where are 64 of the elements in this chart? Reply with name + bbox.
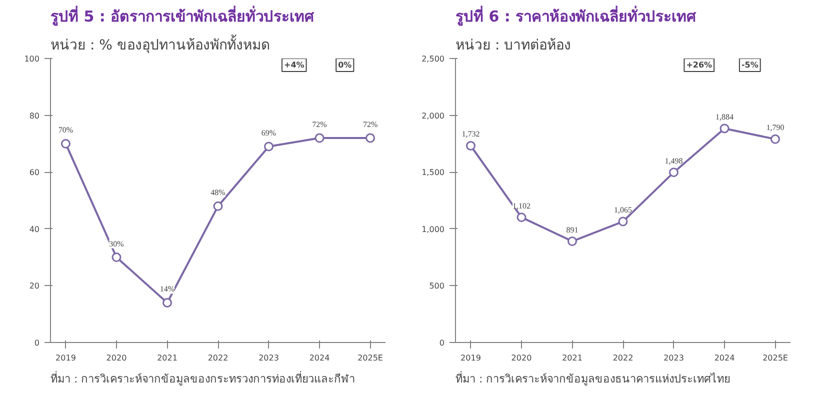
point bbox=[516, 212, 526, 222]
x-tick-label: 2022 bbox=[208, 354, 228, 362]
y-tick-label: 60 bbox=[29, 168, 40, 178]
x-tick-label: 2019 bbox=[56, 354, 76, 362]
x-tick-label: 2022 bbox=[612, 354, 634, 362]
point bbox=[770, 134, 780, 144]
point bbox=[466, 141, 476, 150]
annotation: +26% bbox=[686, 60, 712, 70]
data-label: 30% bbox=[109, 239, 124, 248]
x-tick-label: 2020 bbox=[511, 354, 532, 362]
y-tick-label: 2,000 bbox=[422, 111, 445, 120]
x-tick-label: 2025E bbox=[762, 354, 788, 362]
text: ที่มา : การวิเคราะห์จากข้อมูลของกระทรวงการท่องเที่ยวและกีฬา bbox=[50, 370, 356, 386]
y-tick-label: 1,500 bbox=[422, 168, 445, 178]
point bbox=[314, 133, 324, 143]
y-tick-label: 0 bbox=[34, 338, 40, 348]
y-tick-label: 2,500 bbox=[422, 54, 445, 64]
annotation: 0% bbox=[338, 60, 352, 70]
point bbox=[720, 124, 730, 134]
x-tick-label: 2023 bbox=[258, 354, 279, 362]
y-tick-label: 40 bbox=[29, 224, 40, 234]
data-label: 1,732 bbox=[462, 130, 480, 139]
data-label: 891 bbox=[566, 225, 578, 234]
data-label: 70% bbox=[58, 126, 74, 135]
x-tick-label: 2020 bbox=[106, 354, 127, 362]
chart-subtitle: หน่วย : % ของอุปทานห้องพักทั้งหมด bbox=[50, 34, 270, 54]
annotation: +4% bbox=[284, 60, 304, 70]
point bbox=[112, 252, 122, 262]
x-tick-label: 2019 bbox=[460, 354, 481, 362]
data-label: 1,102 bbox=[512, 201, 530, 210]
x-tick-label: 2021 bbox=[562, 354, 582, 362]
y-tick-label: 20 bbox=[29, 282, 40, 291]
point bbox=[60, 138, 70, 148]
chart-title: รูปที่ 6 : ราคาห้องพักเฉลี่ยทั่วประเทศ bbox=[456, 6, 697, 26]
x-tick-label: 2023 bbox=[664, 354, 684, 362]
data-label: 1,498 bbox=[664, 156, 683, 166]
annotation: -5% bbox=[741, 60, 758, 70]
data-label: 72% bbox=[362, 120, 378, 130]
y-tick-label: 0 bbox=[439, 338, 445, 348]
x-tick-label: 2025E bbox=[358, 354, 383, 362]
data-label: 69% bbox=[261, 128, 276, 138]
point bbox=[162, 298, 172, 308]
y-tick-label: 100 bbox=[24, 54, 40, 64]
point bbox=[366, 133, 376, 143]
point bbox=[618, 216, 628, 226]
point bbox=[213, 201, 223, 211]
x-tick-label: 2021 bbox=[157, 354, 178, 362]
x-tick-label: 2024 bbox=[309, 354, 330, 362]
point bbox=[264, 142, 274, 152]
y-tick-label: 80 bbox=[29, 111, 40, 120]
data-label: 1,790 bbox=[766, 123, 784, 132]
point bbox=[567, 236, 577, 246]
data-label: 48% bbox=[210, 188, 226, 198]
text: ที่มา : การวิเคราะห์จากข้อมูลของธนาคารแห่งประเทศไทย bbox=[456, 370, 730, 386]
y-tick-label: 500 bbox=[429, 282, 445, 291]
chart-subtitle: หน่วย : บาทต่อห้อง bbox=[456, 38, 572, 54]
point bbox=[669, 168, 679, 178]
data-label: 1,884 bbox=[716, 112, 734, 122]
x-tick-label: 2024 bbox=[714, 354, 735, 362]
data-label: 14% bbox=[160, 284, 175, 294]
data-label: 72% bbox=[312, 120, 328, 130]
chart-title: รูปที่ 5 : อัตราการเข้าพักเฉลี่ยทั่วประเทศ bbox=[50, 6, 315, 26]
y-tick-label: 1,000 bbox=[422, 224, 445, 234]
data-label: 1,065 bbox=[614, 206, 632, 215]
